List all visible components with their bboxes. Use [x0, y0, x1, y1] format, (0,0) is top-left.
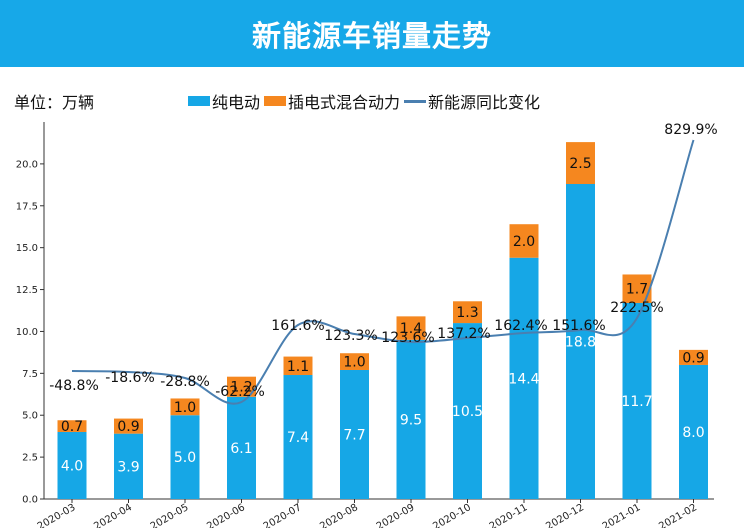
- chart-labels: 4.0 0.7 3.9 0.9 5.0 1.0 6.1 1.2 7.4 1.1 7.7 1.0 9.5 1…: [49, 122, 717, 475]
- y-tick-label: 17.5: [16, 201, 38, 212]
- bar-label-bev: 5.0: [174, 450, 196, 466]
- y-tick-label: 20.0: [16, 159, 38, 170]
- legend-label-bev: 纯电动: [212, 93, 261, 112]
- yoy-label: 222.5%: [610, 300, 663, 316]
- bar-label-bev: 10.5: [452, 404, 483, 420]
- yoy-label: -18.6%: [105, 370, 155, 386]
- bar-label-bev: 7.7: [343, 427, 365, 443]
- y-tick-label: 0.0: [22, 495, 38, 506]
- y-tick-label: 7.5: [22, 369, 38, 380]
- y-tick-label: 10.0: [16, 327, 38, 338]
- x-tick-label: 2020-04: [92, 502, 134, 528]
- bar-label-phev: 1.0: [343, 355, 365, 371]
- bar-bev: [453, 323, 482, 499]
- bar-label-bev: 7.4: [287, 430, 309, 446]
- yoy-label: 829.9%: [664, 122, 717, 138]
- bar-bev: [283, 375, 313, 499]
- bar-bev: [227, 396, 256, 499]
- bar-bev: [679, 364, 708, 499]
- legend-label-yoy: 新能源同比变化: [428, 93, 541, 112]
- yoy-label: 123.3%: [324, 328, 377, 344]
- bar-phev: [114, 418, 143, 434]
- chart-title: 新能源车销量走势: [251, 18, 492, 53]
- bar-bev: [396, 339, 426, 499]
- legend-item-phev: 插电式混合动力: [264, 89, 400, 113]
- bar-label-phev: 0.9: [682, 350, 704, 366]
- bar-phev: [396, 316, 426, 340]
- bar-phev: [227, 376, 256, 397]
- yoy-label: 151.6%: [552, 318, 605, 334]
- bar-label-phev: 1.4: [400, 321, 422, 337]
- x-tick-label: 2020-05: [149, 502, 191, 528]
- bar-label-bev: 8.0: [682, 425, 704, 441]
- bar-label-bev: 14.4: [508, 371, 539, 387]
- yoy-label: -62.2%: [215, 384, 265, 400]
- bar-bev: [509, 257, 539, 499]
- x-tick-label: 2020-12: [544, 502, 586, 528]
- x-tick-label: 2020-09: [375, 502, 417, 528]
- legend-swatch-phev: [264, 96, 287, 106]
- yoy-label: -28.8%: [160, 374, 210, 390]
- bar-phev: [170, 398, 200, 416]
- chart-line: [71, 139, 695, 405]
- bar-bev: [57, 431, 87, 499]
- x-tick-label: 2020-07: [262, 502, 304, 528]
- legend-label-phev: 插电式混合动力: [288, 93, 401, 112]
- bar-phev: [57, 420, 87, 432]
- bar-label-phev: 1.3: [456, 305, 478, 321]
- yoy-line: [71, 139, 695, 405]
- yoy-label: 161.6%: [271, 318, 324, 334]
- yoy-label: 162.4%: [494, 318, 547, 334]
- x-tick-label: 2020-10: [431, 502, 473, 528]
- bar-label-phev: 0.7: [61, 419, 83, 435]
- bar-label-bev: 6.1: [230, 441, 252, 457]
- bar-label-phev: 1.0: [174, 400, 196, 416]
- bar-label-bev: 9.5: [400, 412, 422, 428]
- x-tick-label: 2021-02: [657, 502, 699, 528]
- bar-bev: [566, 183, 595, 500]
- bar-phev: [679, 349, 708, 365]
- bar-label-phev: 2.5: [569, 156, 591, 172]
- legend: 纯电动 插电式混合动力 新能源同比变化: [188, 89, 544, 113]
- legend-item-yoy: 新能源同比变化: [404, 89, 540, 113]
- bar-bev: [340, 369, 369, 499]
- bar-label-bev: 11.7: [621, 394, 652, 410]
- bar-bev: [170, 415, 200, 499]
- bar-label-phev: 0.9: [117, 419, 139, 435]
- x-tick-label: 2021-01: [601, 502, 643, 528]
- x-tick-label: 2020-08: [318, 502, 360, 528]
- x-tick-label: 2020-03: [36, 502, 78, 528]
- bar-label-phev: 1.2: [230, 380, 252, 396]
- y-tick-label: 5.0: [22, 411, 38, 422]
- y-tick-label: 2.5: [22, 453, 38, 464]
- bar-label-bev: 3.9: [117, 459, 139, 475]
- y-tick-label: 12.5: [16, 285, 38, 296]
- bar-label-phev: 1.1: [287, 359, 309, 375]
- x-tick-label: 2020-06: [205, 502, 247, 528]
- x-tick-label: 2020-11: [488, 502, 530, 528]
- bar-phev: [566, 142, 595, 184]
- title-banner: 新能源车销量走势: [0, 0, 744, 67]
- unit-label: 单位：万辆: [14, 93, 95, 112]
- bar-phev: [453, 301, 482, 324]
- bar-label-bev: 4.0: [61, 458, 83, 474]
- bar-phev: [509, 224, 539, 258]
- bar-phev: [283, 356, 313, 376]
- bar-label-phev: 2.0: [513, 234, 535, 250]
- y-tick-label: 15.0: [16, 243, 38, 254]
- yoy-label: 123.6%: [381, 330, 434, 346]
- bar-bev: [622, 302, 652, 499]
- bar-phev: [340, 353, 369, 370]
- yoy-label: 137.2%: [437, 326, 490, 342]
- legend-swatch-yoy: [404, 99, 427, 103]
- bar-label-phev: 1.7: [626, 282, 648, 298]
- legend-item-bev: 纯电动: [188, 89, 260, 113]
- legend-swatch-bev: [188, 96, 210, 106]
- bar-bev: [114, 433, 143, 499]
- chart-bars: [57, 142, 708, 500]
- yoy-label: -48.8%: [49, 378, 99, 394]
- bar-label-bev: 18.8: [565, 334, 596, 350]
